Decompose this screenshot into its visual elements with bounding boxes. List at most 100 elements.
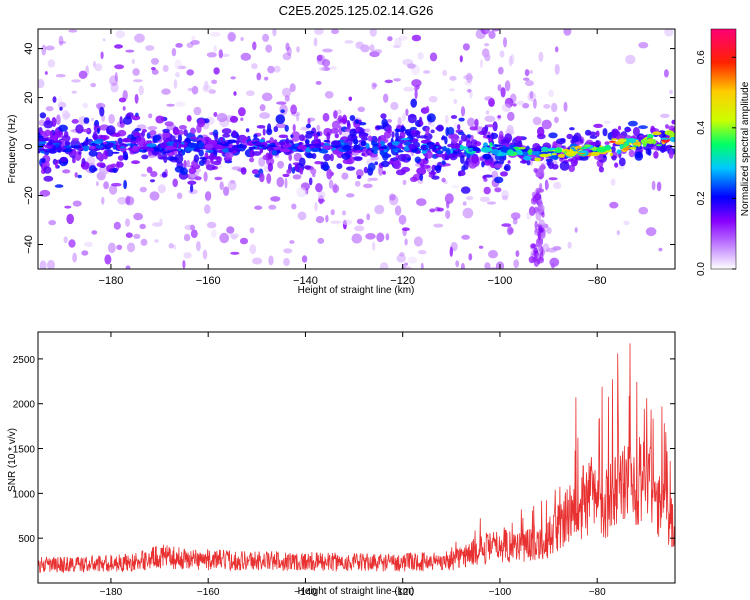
heatmap-background-blob: [62, 169, 71, 174]
heatmap-background-blob: [332, 184, 340, 193]
heatmap-background-blob: [133, 79, 143, 83]
heatmap-ridge-core: [403, 145, 410, 152]
heatmap-background-blob: [116, 244, 123, 250]
heatmap-background-blob: [283, 257, 290, 267]
heatmap-ridge-halo: [391, 131, 395, 139]
heatmap-ridge-halo: [338, 125, 343, 136]
heatmap-ridge-core: [103, 141, 108, 145]
heatmap-ridge-core: [257, 144, 266, 147]
heatmap-ridge-core: [305, 139, 310, 145]
heatmap-background-blob: [151, 69, 159, 75]
heatmap-background-blob: [275, 123, 287, 129]
heatmap-background-blob: [148, 113, 153, 119]
heatmap-ridge-halo: [460, 154, 465, 164]
heatmap-ridge-core: [567, 151, 578, 155]
heatmap-background-blob: [333, 183, 338, 193]
heatmap-background-blob: [174, 59, 182, 70]
heatmap-background-blob: [444, 114, 449, 124]
heatmap-background-blob: [265, 44, 273, 53]
heatmap-background-blob: [474, 118, 479, 128]
heatmap-background-blob: [344, 40, 354, 44]
heatmap-background-blob: [312, 173, 316, 178]
heatmap-background-blob: [190, 224, 195, 231]
heatmap-ridge-halo: [604, 141, 610, 146]
heatmap-background-blob: [171, 48, 177, 57]
heatmap-background-blob: [418, 250, 427, 255]
heatmap-ridge-halo: [291, 166, 296, 174]
heatmap-ridge-core: [632, 142, 641, 146]
heatmap-background-blob: [239, 237, 249, 245]
heatmap-background-blob: [240, 37, 244, 41]
heatmap-background-blob: [125, 265, 131, 269]
heatmap-ridge-halo: [118, 97, 127, 103]
heatmap-background-blob: [638, 206, 649, 215]
heatmap-ridge-halo: [415, 130, 421, 139]
heatmap-ridge-halo: [341, 152, 351, 160]
heatmap-ridge-halo: [625, 128, 632, 132]
heatmap-background-blob: [273, 65, 281, 73]
heatmap-ridge-core: [149, 147, 155, 152]
heatmap-streak-blob: [542, 223, 547, 229]
heatmap-background-blob: [213, 45, 217, 53]
heatmap-background-blob: [277, 160, 285, 169]
heatmap-background-blob: [328, 179, 334, 189]
heatmap-background-blob: [656, 181, 662, 192]
heatmap-background-blob: [355, 169, 364, 178]
heatmap-ridge-core: [90, 141, 102, 144]
heatmap-ridge-halo: [71, 137, 80, 141]
heatmap-background-blob: [251, 63, 258, 70]
heatmap-ridge-halo: [470, 139, 478, 146]
heatmap-background-blob: [341, 172, 349, 180]
heatmap-background-blob: [396, 254, 407, 263]
heatmap-ridge-halo: [172, 178, 178, 188]
heatmap-background-blob: [134, 93, 139, 104]
heatmap-ridge-halo: [618, 157, 626, 167]
snr-x-tick-label: −120: [391, 587, 414, 598]
heatmap-ridge-core: [38, 140, 47, 145]
heatmap-ridge-halo: [256, 125, 266, 129]
heatmap-ridge-core: [227, 139, 237, 143]
heatmap-background-blob: [226, 226, 235, 234]
heatmap-ridge-halo: [486, 134, 491, 139]
heatmap-background-blob: [479, 59, 483, 69]
heatmap-background-blob: [365, 233, 376, 240]
heatmap-background-blob: [289, 240, 295, 244]
heatmap-background-blob: [94, 63, 103, 72]
heatmap-background-blob: [284, 95, 290, 102]
heatmap-background-blob: [401, 227, 410, 231]
colorbar-tick-label: 0.0: [696, 262, 707, 276]
heatmap-background-blob: [231, 166, 243, 171]
heatmap-streak-blob: [537, 256, 545, 264]
heatmap-ridge-halo: [628, 149, 635, 158]
heatmap-ridge-halo: [172, 128, 180, 135]
heatmap-background-blob: [337, 109, 342, 115]
heatmap-ridge-halo: [294, 163, 300, 172]
heatmap-ridge-core: [482, 153, 492, 160]
heatmap-ridge-halo: [133, 132, 143, 137]
heatmap-background-blob: [512, 103, 517, 107]
heatmap-x-tick-label: −140: [293, 275, 318, 287]
heatmap-ridge-core: [286, 139, 290, 145]
heatmap-background-blob: [479, 196, 490, 202]
heatmap-background-blob: [497, 66, 504, 75]
heatmap-streak-blob: [538, 244, 543, 253]
heatmap-background-blob: [187, 87, 195, 92]
heatmap-y-tick-label: 40: [23, 42, 35, 54]
heatmap-ridge-halo: [110, 163, 117, 168]
heatmap-background-blob: [356, 218, 364, 225]
heatmap-ridge-core: [279, 148, 291, 153]
heatmap-ridge-halo: [117, 155, 125, 161]
heatmap-background-blob: [82, 102, 89, 109]
heatmap-ridge-halo: [666, 144, 673, 149]
heatmap-ridge-core: [341, 145, 351, 151]
heatmap-ridge-halo: [331, 120, 340, 130]
heatmap-background-blob: [462, 201, 467, 206]
heatmap-ridge-halo: [504, 163, 511, 172]
heatmap-y-tick-label: 20: [23, 91, 35, 103]
heatmap-ridge-core: [213, 144, 223, 149]
heatmap-background-blob: [104, 254, 112, 265]
heatmap-ridge-core: [185, 147, 191, 152]
heatmap-ridge-halo: [425, 106, 430, 114]
heatmap-background-blob: [147, 126, 158, 131]
